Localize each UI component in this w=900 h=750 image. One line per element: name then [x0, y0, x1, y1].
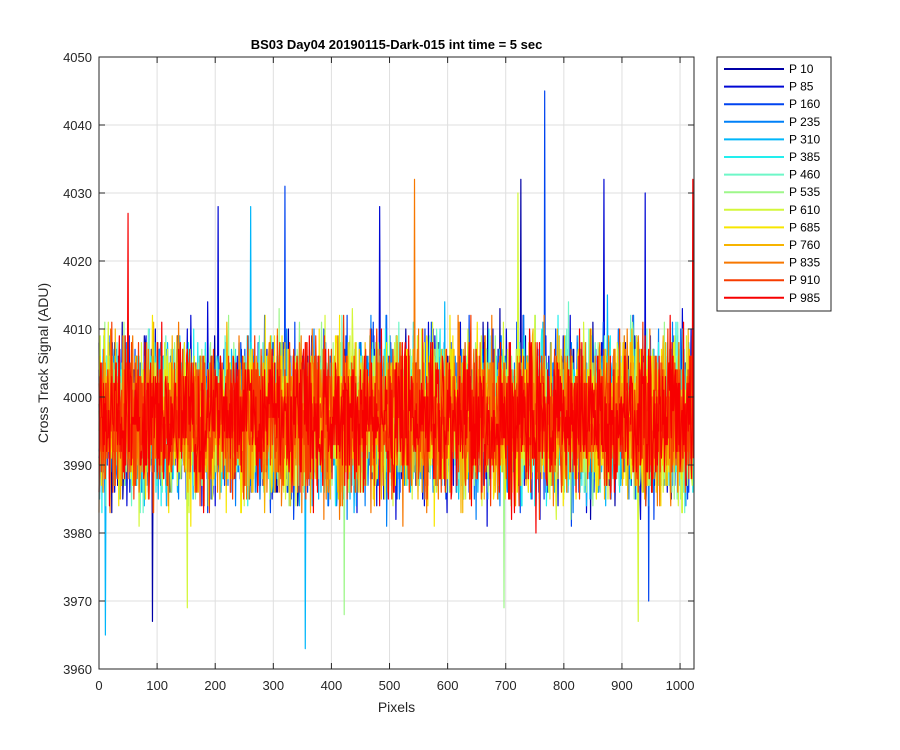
legend-box: [716, 56, 832, 312]
legend-label: P 910: [789, 273, 820, 287]
legend-label: P 685: [789, 220, 820, 234]
legend-label: P 535: [789, 185, 820, 199]
plot-frame: [98, 56, 695, 670]
legend-label: P 235: [789, 115, 820, 129]
x-tick-label: 600: [437, 678, 459, 693]
y-tick-label: 4050: [63, 50, 92, 65]
axis-ticks: 0 100 200 300 400 500 600 700 800 900 1000 3960 3970…: [63, 50, 694, 693]
y-tick-label: 4010: [63, 322, 92, 337]
x-tick-label: 900: [611, 678, 633, 693]
x-tick-label: 400: [321, 678, 343, 693]
x-tick-label: 500: [379, 678, 401, 693]
x-tick-label: 1000: [666, 678, 695, 693]
y-tick-label: 4000: [63, 390, 92, 405]
x-tick-label: 800: [553, 678, 575, 693]
series-lines: [98, 90, 695, 650]
x-tick-label: 100: [146, 678, 168, 693]
chart-title: BS03 Day04 20190115-Dark-015 int time = …: [251, 37, 543, 52]
y-tick-label: 3960: [63, 662, 92, 677]
series-line: [98, 178, 695, 534]
legend-label: P 610: [789, 203, 820, 217]
legend-label: P 310: [789, 132, 820, 146]
x-axis-label: Pixels: [378, 699, 415, 715]
x-tick-label: 700: [495, 678, 517, 693]
y-axis-label: Cross Track Signal (ADU): [35, 283, 51, 443]
y-tick-label: 3990: [63, 458, 92, 473]
legend-label: P 460: [789, 168, 820, 182]
legend-label: P 760: [789, 238, 820, 252]
x-tick-label: 300: [262, 678, 284, 693]
legend-label: P 385: [789, 150, 820, 164]
legend-label: P 835: [789, 256, 820, 270]
y-tick-label: 4020: [63, 254, 92, 269]
x-tick-label: 0: [95, 678, 102, 693]
y-tick-label: 3970: [63, 594, 92, 609]
legend-label: P 160: [789, 97, 820, 111]
legend-label: P 85: [789, 80, 814, 94]
y-tick-label: 4040: [63, 118, 92, 133]
legend-label: P 985: [789, 291, 820, 305]
legend: P 10 P 85 P 160 P 235 P 310 P 385 P 460 P 535 P …: [716, 56, 832, 312]
y-tick-label: 3980: [63, 526, 92, 541]
y-tick-label: 4030: [63, 186, 92, 201]
legend-label: P 10: [789, 62, 814, 76]
x-tick-label: 200: [204, 678, 226, 693]
